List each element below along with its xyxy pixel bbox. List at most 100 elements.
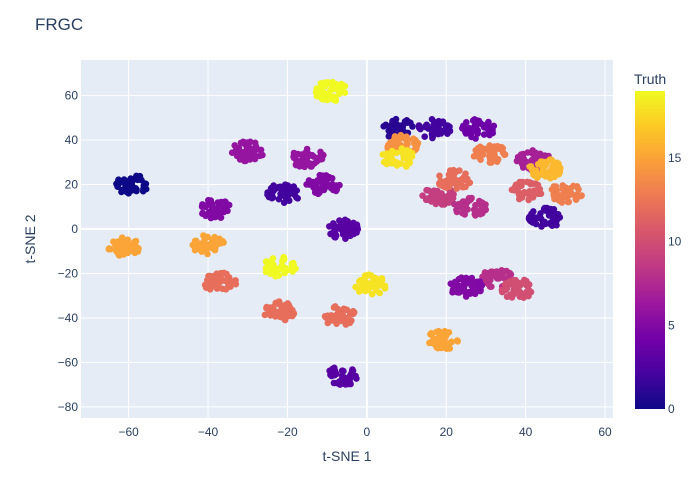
data-point	[558, 199, 566, 206]
x-tick-label: −60	[118, 425, 139, 439]
data-point	[401, 154, 409, 162]
data-point	[336, 90, 343, 97]
data-point	[306, 152, 314, 159]
data-point	[414, 139, 422, 147]
data-point	[503, 285, 511, 292]
data-point	[216, 235, 223, 243]
data-point	[523, 288, 531, 296]
data-point	[289, 268, 296, 275]
data-point	[349, 373, 356, 380]
data-point	[476, 197, 483, 205]
data-point	[192, 237, 200, 245]
data-point	[356, 288, 363, 295]
colorbar-tick-label: 0	[668, 402, 675, 416]
data-point	[445, 175, 453, 182]
data-point	[217, 274, 224, 282]
data-point	[347, 310, 354, 318]
data-point	[354, 225, 362, 233]
data-point	[317, 80, 325, 87]
data-point	[431, 341, 439, 349]
data-point	[452, 180, 459, 187]
data-point	[118, 234, 126, 241]
data-point	[469, 279, 477, 287]
data-point	[202, 203, 209, 211]
x-tick-label: 20	[440, 425, 454, 439]
data-point	[279, 257, 286, 265]
data-point	[522, 278, 529, 286]
data-point	[319, 91, 327, 99]
x-tick-label: −20	[277, 425, 298, 439]
data-point	[477, 156, 484, 163]
data-point	[443, 127, 451, 134]
data-point	[328, 175, 336, 182]
data-point	[201, 281, 209, 289]
data-point	[433, 328, 440, 336]
colorbar-title: Truth	[634, 71, 666, 87]
data-point	[439, 118, 446, 126]
x-axis-title: t-SNE 1	[322, 448, 371, 464]
colorbar-ticks: 0 5 10 15	[668, 151, 682, 416]
y-tick-label: 20	[65, 178, 79, 192]
data-point	[329, 317, 337, 324]
data-point	[204, 250, 211, 258]
data-point	[313, 157, 321, 165]
y-axis-ticks: −80 −60 −40 −20 0 20 40 60	[58, 89, 79, 414]
data-point	[428, 191, 436, 198]
data-point	[479, 273, 486, 281]
data-point	[439, 336, 447, 344]
data-point	[489, 126, 496, 134]
data-point	[208, 273, 215, 280]
data-point	[115, 251, 122, 259]
data-point	[437, 177, 445, 185]
data-point	[378, 275, 386, 282]
data-point	[290, 149, 298, 157]
data-point	[423, 121, 431, 129]
data-point	[290, 183, 298, 190]
data-point	[348, 367, 356, 375]
data-point	[274, 265, 281, 273]
data-point	[208, 200, 216, 208]
data-point	[388, 147, 396, 155]
data-point	[383, 150, 391, 157]
x-tick-label: −40	[198, 425, 219, 439]
data-point	[245, 152, 252, 160]
data-point	[462, 130, 470, 137]
data-point	[512, 286, 519, 293]
data-point	[470, 153, 478, 160]
data-point	[464, 198, 472, 205]
data-point	[347, 317, 355, 325]
data-point	[140, 185, 147, 193]
data-point	[405, 159, 413, 167]
data-point	[225, 283, 233, 290]
data-point	[393, 159, 401, 166]
data-point	[487, 151, 495, 159]
data-point	[463, 279, 470, 287]
data-point	[428, 130, 436, 138]
data-point	[503, 293, 511, 301]
data-point	[124, 249, 131, 257]
data-point	[578, 192, 585, 199]
data-point	[330, 365, 338, 373]
data-point	[325, 182, 333, 189]
data-point	[271, 185, 279, 193]
data-point	[485, 145, 492, 152]
data-point	[330, 304, 338, 311]
data-point	[329, 82, 336, 90]
data-point	[133, 187, 140, 195]
data-point	[494, 156, 502, 163]
data-point	[292, 161, 300, 169]
data-point	[269, 255, 277, 262]
data-point	[527, 192, 534, 199]
data-point	[233, 152, 241, 160]
data-point	[441, 201, 448, 208]
data-point	[539, 164, 547, 171]
y-tick-label: 0	[71, 222, 78, 236]
data-point	[501, 151, 508, 159]
data-point	[447, 280, 455, 288]
data-point	[447, 339, 454, 347]
data-point	[212, 243, 219, 251]
data-point	[132, 174, 140, 181]
data-point	[483, 125, 491, 132]
data-point	[433, 335, 441, 343]
data-point	[298, 151, 305, 158]
